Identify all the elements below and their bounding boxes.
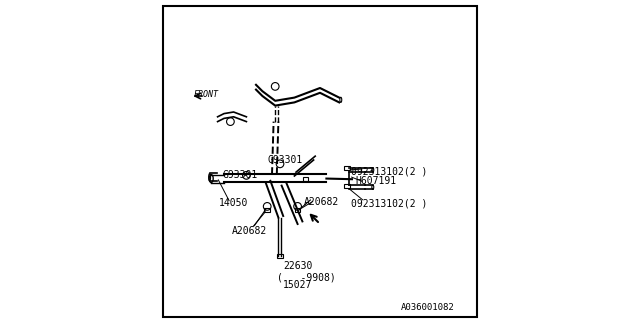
Bar	[264, 208, 270, 212]
Text: A20682: A20682	[304, 197, 339, 207]
Text: 22630: 22630	[283, 261, 312, 271]
Text: A20682: A20682	[232, 226, 268, 236]
Bar	[277, 254, 283, 258]
Text: 15027: 15027	[283, 280, 312, 290]
Bar	[344, 184, 350, 188]
Text: G93301: G93301	[223, 170, 258, 180]
Text: 092313102(2 ): 092313102(2 )	[351, 166, 428, 176]
Text: (   -9908): ( -9908)	[277, 272, 335, 282]
Text: 092313102(2 ): 092313102(2 )	[351, 198, 428, 208]
Bar	[344, 166, 350, 170]
Text: FRONT: FRONT	[193, 90, 219, 99]
Bar	[295, 208, 301, 212]
Text: H607191: H607191	[355, 176, 396, 186]
Text: A036001082: A036001082	[401, 303, 454, 312]
Text: 14050: 14050	[219, 198, 248, 208]
Text: G93301: G93301	[268, 155, 303, 165]
Bar	[303, 177, 308, 181]
